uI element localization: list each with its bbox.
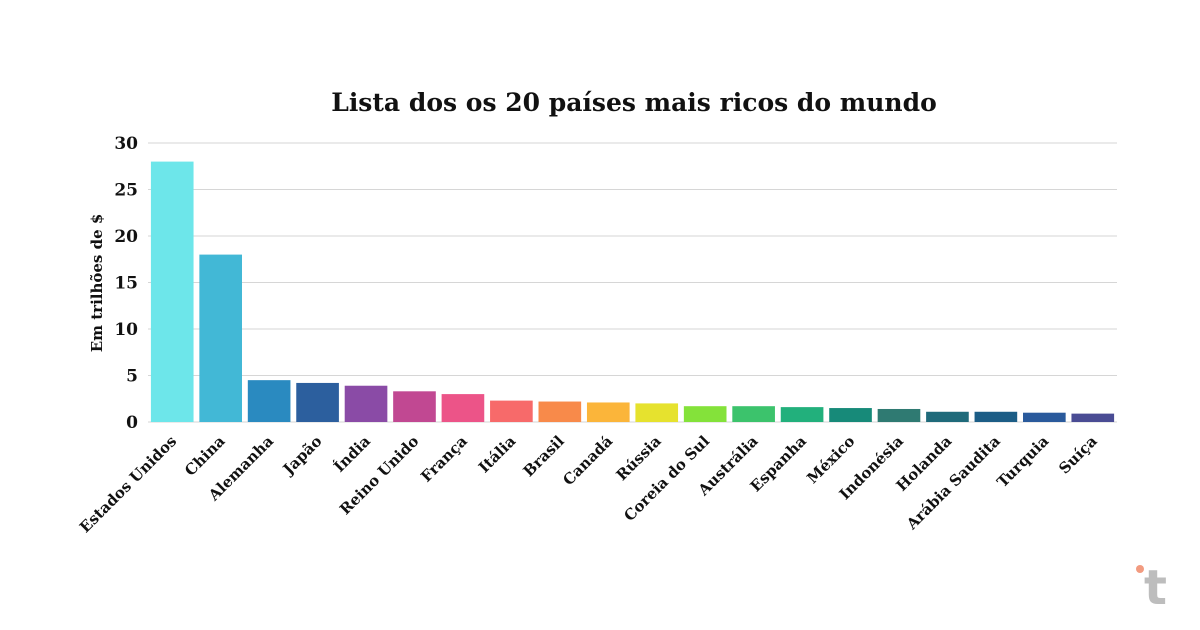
bar <box>344 385 388 422</box>
bar <box>441 394 485 422</box>
x-tick-label: Suíça <box>1055 432 1101 478</box>
logo-letter: t <box>1144 560 1167 610</box>
y-tick-label: 15 <box>114 274 138 294</box>
bars <box>150 161 1115 422</box>
bar <box>974 411 1018 422</box>
bar <box>1023 412 1066 422</box>
x-tick-label: Brasil <box>520 432 568 480</box>
x-tick-label: Índia <box>330 432 374 476</box>
y-tick-label: 5 <box>126 367 138 387</box>
bar <box>732 406 775 422</box>
bar <box>926 411 969 422</box>
x-tick-label: Estados Unidos <box>76 432 180 536</box>
y-tick-label: 30 <box>114 134 138 154</box>
bar <box>586 402 630 422</box>
bar <box>780 407 824 422</box>
bar <box>1071 413 1115 422</box>
bar <box>490 400 533 422</box>
bar <box>635 403 679 422</box>
x-tick-label: França <box>417 432 471 486</box>
bar <box>393 391 436 422</box>
y-tick-label: 25 <box>114 181 138 201</box>
gridlines <box>148 142 1117 423</box>
x-tick-label: Coreia do Sul <box>620 432 713 525</box>
brand-logo: t <box>1136 560 1167 610</box>
x-tick-label: Arábia Saudita <box>902 432 1004 534</box>
logo-dot <box>1136 565 1144 573</box>
x-tick-label: Itália <box>475 432 520 477</box>
x-tick-label: Japão <box>278 432 325 479</box>
x-tick-label: Turquia <box>993 432 1052 491</box>
y-axis-ticks: 0 5 10 15 20 25 30 <box>114 134 138 433</box>
x-tick-label: Canadá <box>559 432 616 489</box>
y-tick-label: 10 <box>114 320 138 340</box>
y-tick-label: 0 <box>126 413 138 433</box>
bar <box>683 406 727 422</box>
y-axis-label: Em trilhões de $ <box>88 214 106 353</box>
bar <box>538 401 582 422</box>
bar <box>296 382 339 422</box>
bar <box>829 408 872 422</box>
y-tick-label: 20 <box>114 227 138 247</box>
x-tick-label: China <box>181 432 229 480</box>
bar <box>877 408 921 422</box>
bar <box>247 380 291 422</box>
bar <box>199 254 242 422</box>
chart-title: Lista dos os 20 países mais ricos do mun… <box>331 88 937 117</box>
bar <box>150 161 194 422</box>
